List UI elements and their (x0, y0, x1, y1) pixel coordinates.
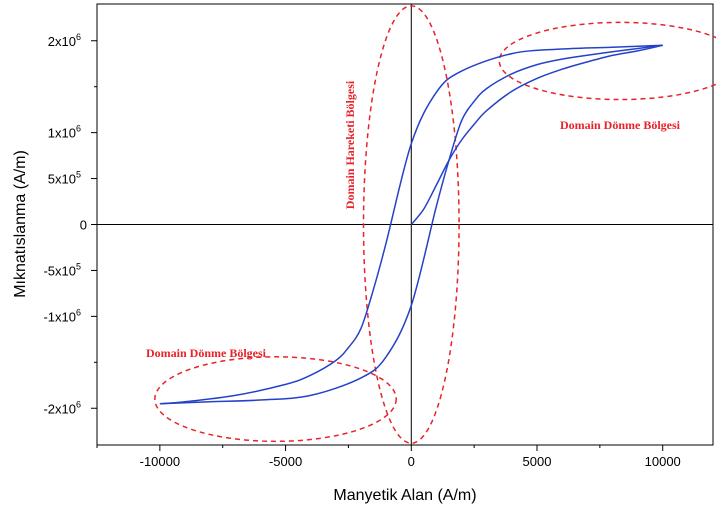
hysteresis-curves (159, 44, 663, 405)
x-tick-label: 5000 (523, 454, 552, 469)
region-rotation-bottom (154, 356, 397, 443)
region-wall-motion (362, 5, 460, 444)
domain-regions (154, 5, 716, 444)
x-axis-title: Manyetik Alan (A/m) (333, 487, 476, 504)
annotation-domain-rotation-bottom: Domain Dönme Bölgesi (146, 346, 267, 360)
series-initial-magnetization (410, 44, 663, 225)
x-tick-label: -10000 (140, 454, 180, 469)
y-axis-ticks: 2x106 1x106 5x105 0 -5x105 -1x106 -2x106 (43, 32, 97, 416)
x-tick-label: 10000 (645, 454, 681, 469)
x-tick-label: 0 (408, 454, 415, 469)
region-rotation-top (498, 21, 716, 101)
y-tick-label: 1x106 (48, 124, 81, 141)
y-tick-label: -1x106 (43, 307, 81, 324)
x-tick-label: -5000 (269, 454, 302, 469)
series-ascending-branch (159, 44, 663, 405)
y-tick-label: -2x106 (43, 399, 81, 416)
y-tick-label: 0 (80, 218, 87, 233)
y-tick-label: 2x106 (48, 32, 81, 49)
annotation-domain-wall-motion: Domain Hareketi Bölgesi (343, 80, 357, 209)
x-axis-ticks: -10000 -5000 0 5000 10000 (96, 445, 681, 469)
zero-axes (97, 4, 713, 445)
y-tick-label: 5x105 (48, 170, 81, 187)
y-axis-title: Mıknatıslanma (A/m) (12, 150, 29, 298)
annotation-domain-rotation-top: Domain Dönme Bölgesi (560, 118, 681, 132)
y-tick-label: -5x105 (43, 261, 81, 278)
annotations: Domain Dönme Bölgesi Domain Hareketi Bölg… (146, 80, 681, 360)
series-descending-branch (159, 44, 663, 405)
